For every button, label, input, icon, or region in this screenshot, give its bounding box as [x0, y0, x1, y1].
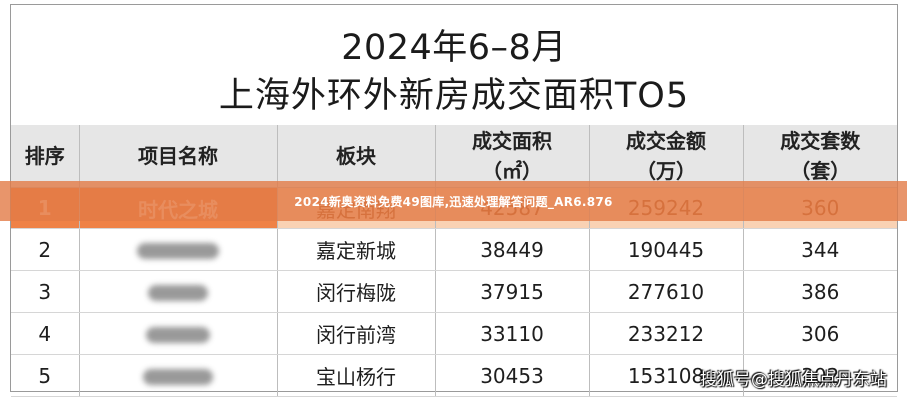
rank-cell: 4	[11, 312, 80, 355]
banner-text: 2024新奥资料免费49图库,迅速处理解答问题_AR6.876	[294, 194, 613, 209]
watermark: 搜狐号@搜狐焦点丹东站	[700, 370, 887, 390]
area-cell: 30453	[435, 354, 590, 397]
area-cell: 33110	[435, 312, 590, 355]
block-cell: 宝山杨行	[277, 354, 436, 397]
area-cell: 37915	[435, 270, 590, 313]
table-row: 4 闵行前湾 33110 233212 306	[11, 312, 897, 355]
blurred-project-name	[146, 327, 210, 343]
header-amount: 成交金额 （万）	[589, 125, 744, 188]
blurred-project-name	[137, 243, 219, 259]
amount-cell: 277610	[589, 270, 744, 313]
rank-cell: 3	[11, 270, 80, 313]
amount-cell: 233212	[589, 312, 744, 355]
project-cell-blurred	[79, 228, 278, 271]
blurred-project-name	[148, 285, 208, 301]
amount-cell: 190445	[589, 228, 744, 271]
area-cell: 38449	[435, 228, 590, 271]
table-header-row: 排序 项目名称 板块 成交面积 （㎡） 成交金额 （万） 成交套数 （套）	[11, 125, 897, 188]
units-cell: 302	[743, 354, 897, 397]
title-heading: 上海外环外新房成交面积TO5	[218, 76, 690, 116]
units-cell: 306	[743, 312, 897, 355]
table-row: 5 宝山杨行 30453 153108 302	[11, 354, 897, 397]
header-block: 板块	[277, 125, 436, 188]
header-units: 成交套数 （套）	[743, 125, 897, 188]
rank-cell: 5	[11, 354, 80, 397]
project-cell-blurred	[79, 354, 278, 397]
block-cell: 闵行梅陇	[277, 270, 436, 313]
units-cell: 344	[743, 228, 897, 271]
project-cell-blurred	[79, 270, 278, 313]
rank-cell: 2	[11, 228, 80, 271]
ranking-table: 排序 项目名称 板块 成交面积（㎡） 成交金额（万） 成交套数（套） 1 时代之…	[11, 125, 897, 397]
header-rank: 排序	[11, 125, 80, 188]
title-date-range: 2024年6–8月	[341, 28, 567, 68]
block-cell: 嘉定新城	[277, 228, 436, 271]
units-cell: 386	[743, 270, 897, 313]
amount-cell: 153108	[589, 354, 744, 397]
title-area: 2024年6–8月 上海外环外新房成交面积TO5	[11, 5, 897, 123]
overlay-banner: 2024新奥资料免费49图库,迅速处理解答问题_AR6.876	[0, 181, 907, 221]
block-cell: 闵行前湾	[277, 312, 436, 355]
project-cell-blurred	[79, 312, 278, 355]
table-row: 3 闵行梅陇 37915 277610 386	[11, 270, 897, 313]
header-project: 项目名称	[79, 125, 278, 188]
blurred-project-name	[143, 369, 213, 385]
header-area: 成交面积 （㎡）	[435, 125, 590, 188]
table-row: 2 嘉定新城 38449 190445 344	[11, 228, 897, 271]
